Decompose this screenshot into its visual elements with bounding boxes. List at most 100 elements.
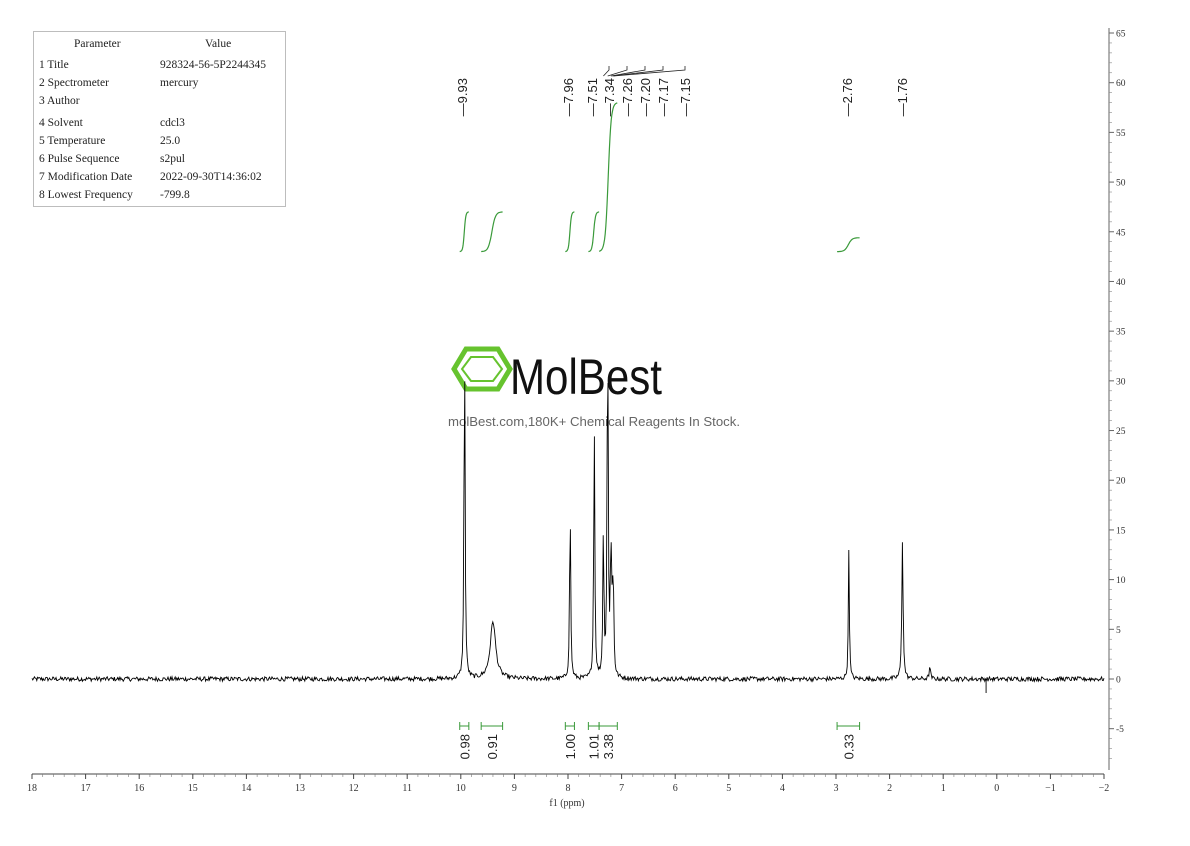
integral-curve xyxy=(481,211,503,253)
parameter-name: 1 Title xyxy=(39,59,69,71)
parameter-row: 5 Temperature 25.0 xyxy=(34,132,287,150)
benzene-logo-icon xyxy=(451,346,513,392)
integral-value-label: 0.33 xyxy=(841,734,856,759)
parameter-row: 7 Modification Date 2022-09-30T14:36:02 xyxy=(34,168,287,186)
peak-leader-line xyxy=(612,66,664,77)
molbest-watermark: MolBest molBest.com,180K+ Chemical Reage… xyxy=(448,346,740,429)
y-tick-label: 35 xyxy=(1116,328,1126,338)
peak-label: —7.51 xyxy=(585,78,600,116)
x-tick-label: 14 xyxy=(241,783,251,794)
peak-label: —7.34 xyxy=(602,78,617,116)
y-tick-label: 50 xyxy=(1116,179,1126,189)
x-tick-label: 15 xyxy=(188,783,198,794)
parameter-name: 5 Temperature xyxy=(39,135,106,147)
parameter-value: s2pul xyxy=(160,153,185,165)
integral-value-label: 1.00 xyxy=(563,734,578,759)
peak-leader-line xyxy=(613,66,686,77)
y-tick-label: 55 xyxy=(1116,129,1126,139)
watermark-brand: MolBest xyxy=(510,349,662,405)
benzene-logo-inner-icon xyxy=(460,356,504,382)
peak-label: —9.93 xyxy=(455,78,470,116)
x-axis: 18 17 16 15 14 13 12 11 10 9 8 7 6 5 4 3 2 1 0 −1 −2 xyxy=(27,773,1110,794)
x-tick-label: 16 xyxy=(134,783,144,794)
parameter-value: 25.0 xyxy=(160,135,181,147)
y-tick-label: 20 xyxy=(1116,477,1126,487)
y-tick-label: 40 xyxy=(1116,278,1126,288)
parameter-header: Parameter xyxy=(74,38,121,50)
integral-value-label: 0.98 xyxy=(457,734,472,759)
x-tick-label: 3 xyxy=(834,783,839,794)
peak-leader-line xyxy=(607,66,628,77)
x-tick-label: 6 xyxy=(673,783,678,794)
peak-label: —7.17 xyxy=(656,78,671,116)
integral-curve xyxy=(459,211,469,253)
y-tick-label: 0 xyxy=(1116,676,1121,686)
parameter-value: mercury xyxy=(160,77,199,89)
integral-value-label: 3.38 xyxy=(601,734,616,759)
x-tick-label: 0 xyxy=(994,783,999,794)
y-tick-label: 5 xyxy=(1116,626,1121,636)
parameter-row: 6 Pulse Sequence s2pul xyxy=(34,150,287,168)
y-tick-label: 10 xyxy=(1116,576,1126,586)
integral-curves xyxy=(459,102,987,693)
y-tick-label: 30 xyxy=(1116,377,1126,387)
y-tick-label: 45 xyxy=(1116,228,1126,238)
integral-curve xyxy=(565,211,575,253)
integral-curve xyxy=(588,211,600,253)
parameter-name: 2 Spectrometer xyxy=(39,77,109,89)
parameter-table: Parameter Value 1 Title 928324-56-5P2244… xyxy=(33,31,286,207)
y-tick-label: 25 xyxy=(1116,427,1126,437)
parameter-value: cdcl3 xyxy=(160,117,185,129)
x-tick-label: 7 xyxy=(619,783,624,794)
parameter-name: 8 Lowest Frequency xyxy=(39,189,133,201)
value-header: Value xyxy=(205,38,232,50)
x-tick-label: 13 xyxy=(295,783,305,794)
parameter-table-header: Parameter Value xyxy=(34,35,287,53)
parameter-row: 1 Title 928324-56-5P2244345 xyxy=(34,56,287,74)
x-tick-label: −2 xyxy=(1099,783,1110,794)
parameter-name: 3 Author xyxy=(39,95,80,107)
peak-label: —2.76 xyxy=(840,78,855,116)
integral-value-label: 1.01 xyxy=(587,734,602,759)
y-tick-label: 15 xyxy=(1116,526,1126,536)
x-tick-label: 10 xyxy=(456,783,466,794)
parameter-value: 928324-56-5P2244345 xyxy=(160,59,267,71)
x-tick-label: 11 xyxy=(402,783,412,794)
peak-label: —7.15 xyxy=(678,78,693,116)
x-tick-label: 5 xyxy=(726,783,731,794)
parameter-row: 2 Spectrometer mercury xyxy=(34,74,287,92)
integral-curve xyxy=(837,237,860,253)
y-tick-label: -5 xyxy=(1116,725,1124,735)
y-tick-label: 65 xyxy=(1116,30,1126,40)
spectrum-trace xyxy=(31,381,1105,683)
x-tick-label: 12 xyxy=(349,783,359,794)
x-tick-label: 1 xyxy=(941,783,946,794)
integral-curve xyxy=(598,102,618,252)
integral-labels: 0.98 0.91 1.00 1.01 3.38 0.33 xyxy=(457,722,861,759)
y-tick-label: 60 xyxy=(1116,79,1126,89)
parameter-value: 2022-09-30T14:36:02 xyxy=(160,171,262,183)
x-tick-label: 9 xyxy=(512,783,517,794)
peak-leader-line xyxy=(603,66,610,77)
x-tick-label: 8 xyxy=(566,783,571,794)
x-tick-label: 4 xyxy=(780,783,785,794)
parameter-name: 7 Modification Date xyxy=(39,171,133,183)
parameter-name: 6 Pulse Sequence xyxy=(39,153,120,165)
parameter-row: 3 Author xyxy=(34,92,287,110)
peak-label: —7.96 xyxy=(561,78,576,116)
peak-leader-line xyxy=(610,66,646,77)
peak-label: —7.26 xyxy=(620,78,635,116)
x-tick-label: 17 xyxy=(81,783,91,794)
x-tick-label: 18 xyxy=(27,783,37,794)
parameter-value: -799.8 xyxy=(160,189,190,201)
parameter-row: 4 Solvent cdcl3 xyxy=(34,114,287,132)
peak-label: —7.20 xyxy=(638,78,653,116)
peak-labels: —9.93 —7.96 —7.51 —7.34 —7.26 —7.20 —7.17 —7.15… xyxy=(455,66,910,116)
parameter-name: 4 Solvent xyxy=(39,117,83,129)
integral-value-label: 0.91 xyxy=(485,734,500,759)
peak-label: —1.76 xyxy=(895,78,910,116)
x-axis-label: f1 (ppm) xyxy=(549,798,584,809)
